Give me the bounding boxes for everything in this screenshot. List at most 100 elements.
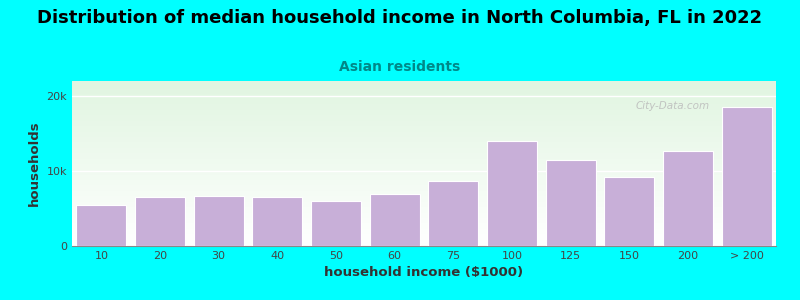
Bar — [72, 134, 776, 135]
Text: Distribution of median household income in North Columbia, FL in 2022: Distribution of median household income … — [38, 9, 762, 27]
Bar — [72, 245, 776, 246]
Bar — [72, 109, 776, 110]
Bar — [72, 123, 776, 124]
Bar — [72, 138, 776, 139]
Bar — [72, 231, 776, 232]
Bar — [72, 175, 776, 176]
Bar — [72, 164, 776, 165]
Bar — [72, 244, 776, 245]
Bar — [72, 185, 776, 186]
Bar — [72, 89, 776, 90]
Bar — [72, 223, 776, 224]
Bar — [72, 199, 776, 200]
Bar — [72, 188, 776, 189]
Bar — [72, 83, 776, 84]
Y-axis label: households: households — [28, 121, 41, 206]
Bar — [72, 180, 776, 181]
Bar — [72, 146, 776, 147]
Bar — [72, 172, 776, 173]
Bar — [72, 234, 776, 235]
Bar — [72, 243, 776, 244]
Bar — [72, 205, 776, 206]
Bar — [72, 209, 776, 210]
Bar — [72, 91, 776, 92]
Bar — [72, 236, 776, 237]
Bar — [72, 112, 776, 113]
Bar — [605, 177, 654, 246]
Bar — [72, 179, 776, 180]
Bar — [72, 162, 776, 163]
Bar — [72, 240, 776, 241]
Bar — [72, 144, 776, 145]
Bar — [72, 110, 776, 111]
Bar — [72, 118, 776, 119]
Bar — [72, 183, 776, 184]
Bar — [72, 239, 776, 240]
Bar — [72, 226, 776, 227]
Bar — [370, 194, 419, 246]
Bar — [72, 139, 776, 140]
Bar — [72, 143, 776, 144]
Bar — [72, 184, 776, 185]
Bar — [72, 220, 776, 221]
Bar — [72, 119, 776, 120]
Bar — [72, 90, 776, 91]
Bar — [72, 201, 776, 202]
Bar — [72, 182, 776, 183]
Bar — [72, 186, 776, 187]
Bar — [72, 195, 776, 196]
Bar — [72, 210, 776, 211]
Bar — [72, 222, 776, 223]
Bar — [72, 99, 776, 100]
Bar — [72, 113, 776, 114]
Bar — [72, 214, 776, 215]
Bar — [72, 233, 776, 234]
Bar — [72, 150, 776, 151]
Bar — [135, 197, 185, 246]
Bar — [72, 151, 776, 152]
Bar — [311, 201, 361, 246]
Bar — [72, 149, 776, 150]
Bar — [72, 130, 776, 131]
Bar — [72, 194, 776, 195]
Bar — [72, 108, 776, 109]
Bar — [72, 165, 776, 166]
Bar — [72, 237, 776, 238]
Bar — [72, 132, 776, 133]
Bar — [72, 133, 776, 134]
Bar — [72, 197, 776, 198]
Bar — [72, 238, 776, 239]
Bar — [72, 155, 776, 156]
Bar — [72, 122, 776, 123]
Bar — [72, 192, 776, 193]
Bar — [72, 224, 776, 225]
Bar — [72, 163, 776, 164]
Bar — [72, 147, 776, 148]
Bar — [253, 196, 302, 246]
Bar — [72, 111, 776, 112]
Bar — [72, 129, 776, 130]
Bar — [72, 103, 776, 104]
Bar — [72, 82, 776, 83]
Bar — [72, 145, 776, 146]
Bar — [72, 218, 776, 219]
Bar — [72, 230, 776, 231]
Bar — [72, 87, 776, 88]
Bar — [72, 156, 776, 157]
Bar — [72, 207, 776, 208]
Bar — [72, 117, 776, 118]
Bar — [72, 169, 776, 170]
Bar — [722, 107, 771, 246]
Bar — [72, 191, 776, 192]
Bar — [72, 167, 776, 168]
Bar — [72, 173, 776, 174]
Bar — [72, 154, 776, 155]
Text: Asian residents: Asian residents — [339, 60, 461, 74]
Bar — [72, 85, 776, 86]
Bar — [72, 141, 776, 142]
Bar — [663, 151, 713, 246]
Bar — [72, 232, 776, 233]
Bar — [72, 190, 776, 191]
Bar — [72, 93, 776, 94]
Bar — [72, 124, 776, 125]
